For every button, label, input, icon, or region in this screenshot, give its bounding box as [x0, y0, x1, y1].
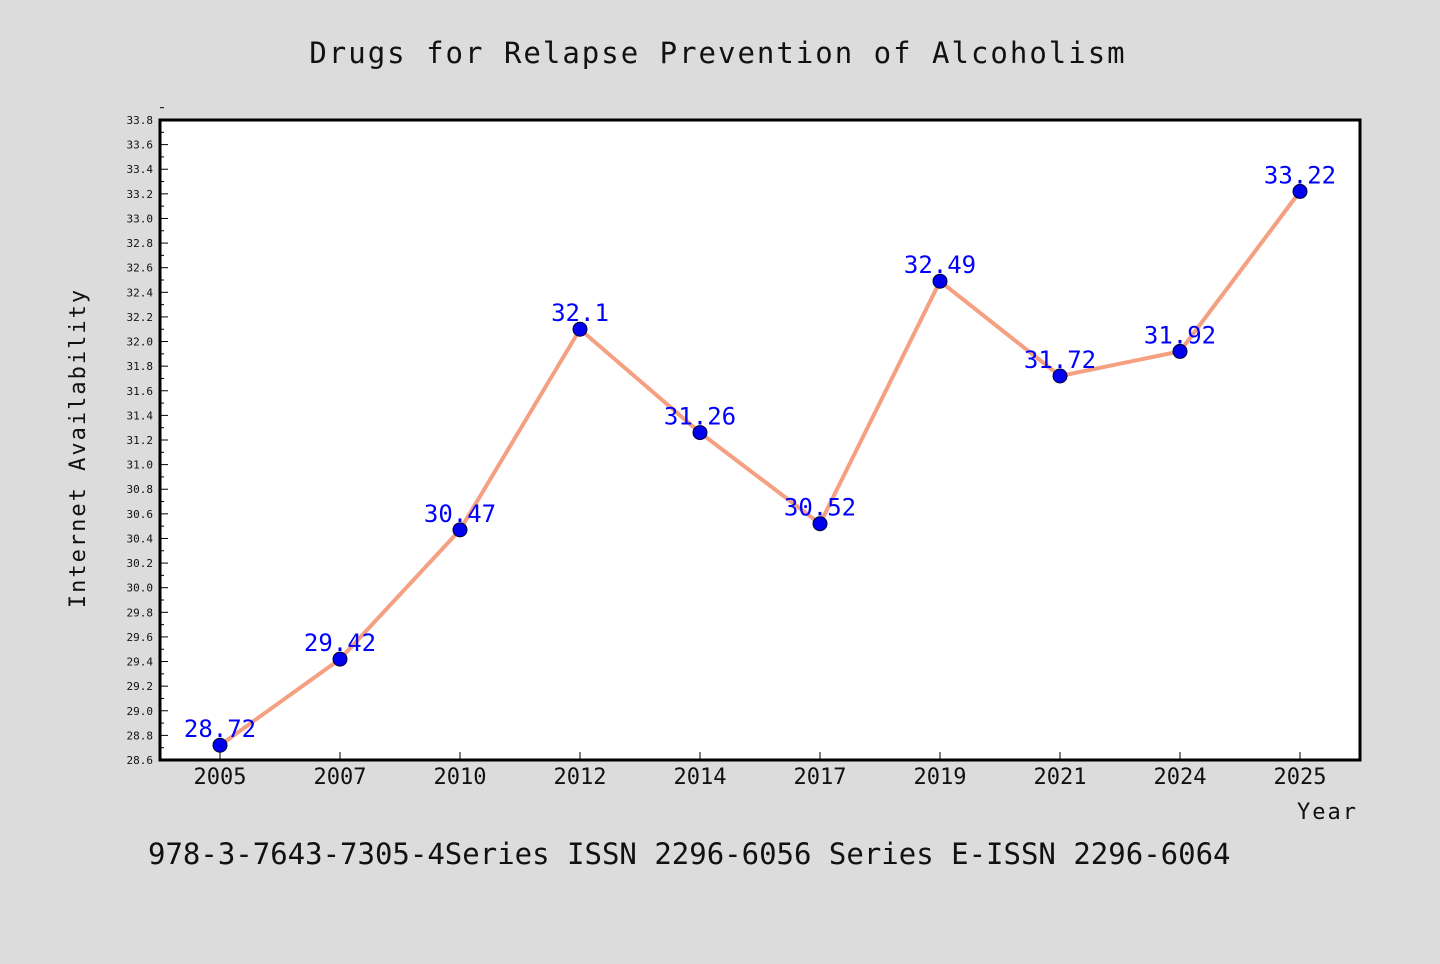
data-point [572, 321, 588, 337]
y-tick-label: 32.8 [127, 237, 154, 250]
x-tick-label: 2007 [314, 765, 367, 790]
x-tick-label: 2021 [1034, 765, 1087, 790]
y-tick-label: 32.2 [127, 311, 154, 324]
y-tick-label: 29.2 [127, 680, 154, 693]
y-tick-label: 29.0 [127, 705, 154, 718]
x-tick-label: 2019 [914, 765, 967, 790]
y-tick-label: 30.6 [127, 508, 154, 521]
y-tick-label: 30.0 [127, 582, 154, 595]
x-tick-label: 2005 [194, 765, 247, 790]
data-label: 31.92 [1144, 321, 1216, 349]
y-axis: 28.6 28.8 29.0 29.2 29.4 29.6 29.8 30.0 30.2 30.4… [127, 107, 168, 767]
data-point [692, 425, 708, 441]
x-tick-label: 2024 [1154, 765, 1207, 790]
y-tick-label: 29.6 [127, 631, 154, 644]
y-tick-label: 31.4 [127, 409, 154, 422]
data-point [212, 737, 228, 753]
data-point [452, 522, 468, 538]
x-tick-label: 2017 [794, 765, 847, 790]
data-label: 33.22 [1264, 161, 1336, 189]
data-label: 28.72 [184, 715, 256, 743]
y-tick-label: 32.0 [127, 336, 154, 349]
data-point [1292, 183, 1308, 199]
series-layer: 28.72 29.42 30.47 32.1 31.26 30.52 32.49 31.72 3… [184, 161, 1336, 753]
data-label: 31.26 [664, 403, 736, 431]
data-label: 30.47 [424, 500, 496, 528]
y-tick-label: 30.8 [127, 483, 154, 496]
x-axis-label: Year [1297, 800, 1358, 825]
data-label: 31.72 [1024, 346, 1096, 374]
data-point [1052, 368, 1068, 384]
y-tick-label: 29.8 [127, 606, 154, 619]
y-tick-label: 29.4 [127, 656, 154, 669]
series-line [218, 190, 1302, 747]
y-tick-label: 31.6 [127, 385, 154, 398]
x-tick-label: 2010 [434, 765, 487, 790]
data-label: 29.42 [304, 629, 376, 657]
data-point [1172, 343, 1188, 359]
y-tick-label: 33.2 [127, 188, 154, 201]
x-tick-label: 2012 [554, 765, 607, 790]
y-tick-label: 32.6 [127, 262, 154, 275]
y-tick-label: 33.0 [127, 212, 154, 225]
data-point [932, 273, 948, 289]
chart-title: Drugs for Relapse Prevention of Alcoholi… [309, 36, 1126, 70]
y-tick-label: 32.4 [127, 286, 154, 299]
data-label: 32.49 [904, 251, 976, 279]
x-axis: 2005 2007 2010 2012 2014 2017 2019 2021 2024 2025 [194, 752, 1327, 790]
y-tick-label: 28.6 [127, 754, 154, 767]
y-axis-label: Internet Availability [66, 288, 91, 608]
y-tick-label: 33.4 [127, 163, 154, 176]
data-label: 32.1 [551, 299, 609, 327]
x-tick-label: 2025 [1274, 765, 1327, 790]
y-tick-label: 31.0 [127, 459, 154, 472]
y-tick-label: 33.6 [127, 139, 154, 152]
plot-area [158, 118, 1362, 762]
data-point [812, 516, 828, 532]
data-label: 30.52 [784, 494, 856, 522]
x-tick-label: 2014 [674, 765, 727, 790]
footer-isbn-text: 978-3-7643-7305-4Series ISSN 2296-6056 S… [148, 837, 1231, 871]
y-tick-label: 30.4 [127, 532, 154, 545]
y-tick-label: 31.8 [127, 360, 154, 373]
y-tick-label: 31.2 [127, 434, 154, 447]
y-tick-label: 28.8 [127, 729, 154, 742]
data-point [332, 651, 348, 667]
y-tick-label: 30.2 [127, 557, 154, 570]
y-tick-label: 33.8 [127, 114, 154, 127]
